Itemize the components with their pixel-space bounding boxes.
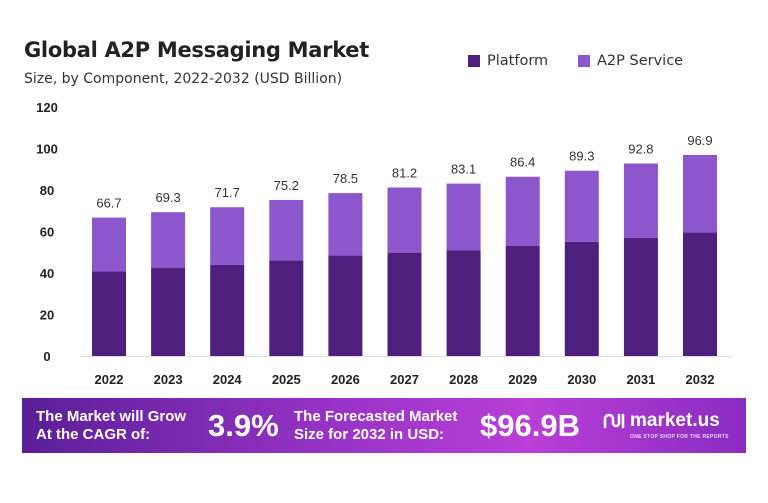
bar-platform: [623, 237, 658, 356]
x-tick-label: 2031: [626, 372, 655, 387]
bar-platform: [328, 255, 363, 356]
data-label: 71.7: [215, 185, 240, 200]
x-tick-label: 2030: [567, 372, 596, 387]
logo-tagline: ONE STOP SHOP FOR THE REPORTS: [630, 434, 729, 440]
bar-a2p-service: [92, 217, 126, 272]
bar-platform: [92, 271, 126, 356]
bar-a2p-service: [446, 183, 481, 251]
data-label: 69.3: [155, 190, 180, 205]
legend-item-a2p-service: A2P Service: [578, 53, 683, 69]
data-label: 96.9: [687, 133, 712, 148]
cagr-value: 3.9%: [208, 408, 279, 443]
bar-platform: [210, 264, 245, 356]
logo-icon: [603, 413, 625, 429]
cagr-label-line2: At the CAGR of:: [36, 426, 151, 443]
bar-platform: [505, 246, 540, 356]
bar-platform: [269, 260, 304, 356]
data-label: 78.5: [333, 171, 358, 186]
forecast-label-line1: The Forecasted Market: [294, 408, 458, 425]
y-tick-label: 20: [40, 308, 54, 323]
cagr-label-line1: The Market will Grow: [36, 408, 187, 425]
data-label: 92.8: [628, 141, 653, 156]
bar-a2p-service: [683, 154, 717, 233]
bar-a2p-service: [564, 170, 599, 242]
legend-label: Platform: [487, 53, 549, 69]
y-tick-label: 0: [43, 349, 50, 364]
bar-chart: 0 20 40 60 80 100 120 66.7 2022 69.3 2023 71.7 2024 7…: [36, 100, 732, 387]
bar-platform: [387, 252, 422, 356]
bar-a2p-service: [210, 207, 245, 265]
bar-a2p-service: [328, 193, 363, 256]
data-label: 86.4: [510, 155, 535, 170]
x-tick-label: 2026: [331, 372, 360, 387]
y-tick-label: 60: [40, 225, 54, 240]
y-tick-label: 40: [40, 266, 54, 281]
data-label: 89.3: [569, 149, 594, 164]
bar-a2p-service: [623, 163, 658, 238]
bar-a2p-service: [151, 212, 186, 269]
x-tick-label: 2024: [213, 372, 243, 387]
y-tick-label: 120: [36, 100, 58, 115]
legend-swatch: [578, 55, 590, 67]
chart-title: Global A2P Messaging Market: [24, 38, 369, 62]
market-us-logo: market.us ONE STOP SHOP FOR THE REPORTS: [602, 410, 728, 440]
bar-a2p-service: [269, 199, 304, 261]
y-tick-label: 80: [40, 183, 54, 198]
data-label: 81.2: [392, 166, 417, 181]
legend-item-platform: Platform: [468, 53, 548, 69]
bar-platform: [564, 241, 599, 356]
data-label: 83.1: [451, 162, 476, 177]
bar-platform: [683, 232, 717, 356]
legend-swatch: [468, 55, 480, 67]
x-tick-label: 2023: [154, 372, 183, 387]
x-tick-label: 2032: [686, 372, 715, 387]
bar-platform: [446, 250, 481, 356]
x-tick-label: 2022: [95, 372, 124, 387]
x-tick-label: 2029: [508, 372, 537, 387]
x-tick-label: 2027: [390, 372, 419, 387]
x-tick-label: 2028: [449, 372, 478, 387]
logo-name: market.us: [630, 410, 720, 431]
forecast-label-line2: Size for 2032 in USD:: [294, 426, 445, 443]
legend-label: A2P Service: [597, 53, 684, 69]
y-tick-label: 100: [36, 142, 58, 157]
data-label: 75.2: [274, 178, 299, 193]
bar-a2p-service: [505, 176, 540, 247]
chart-subtitle: Size, by Component, 2022-2032 (USD Billi…: [24, 71, 343, 87]
bar-platform: [151, 268, 186, 356]
summary-banner: The Market will Grow At the CAGR of: 3.9…: [22, 398, 746, 453]
forecast-value: $96.9B: [480, 408, 580, 443]
bar-a2p-service: [387, 187, 422, 253]
x-tick-label: 2025: [272, 372, 301, 387]
data-label: 66.7: [96, 196, 121, 211]
